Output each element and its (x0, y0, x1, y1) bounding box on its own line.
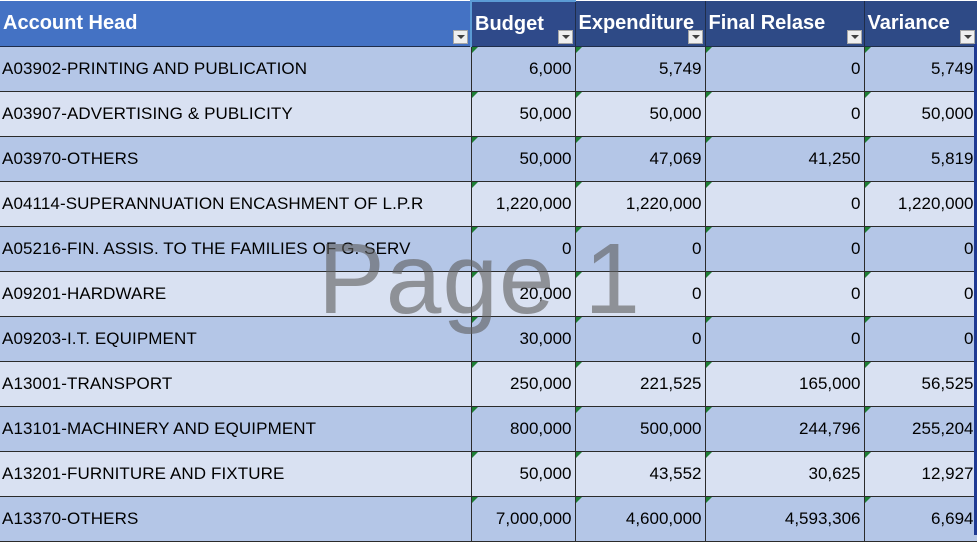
table-row: A13370-OTHERS 7,000,000 4,600,000 4,593,… (0, 496, 977, 542)
cell-final-release[interactable]: 0 (705, 46, 865, 92)
cell-expenditure[interactable]: 1,220,000 (575, 181, 706, 227)
header-account-head[interactable]: Account Head (0, 1, 472, 47)
cell-budget[interactable]: 7,000,000 (471, 496, 576, 542)
cell-expenditure[interactable]: 5,749 (575, 46, 706, 92)
table-row: A03970-OTHERS 50,000 47,069 41,250 5,819 (0, 136, 977, 182)
cell-variance[interactable]: 0 (864, 226, 977, 272)
cell-budget[interactable]: 30,000 (471, 316, 576, 362)
cell-budget[interactable]: 250,000 (471, 361, 576, 407)
cell-expenditure[interactable]: 221,525 (575, 361, 706, 407)
cell-account-head[interactable]: A04114-SUPERANNUATION ENCASHMENT OF L.P.… (0, 181, 472, 227)
cell-account-head[interactable]: A09201-HARDWARE (0, 271, 472, 317)
filter-dropdown-icon[interactable] (959, 30, 975, 44)
cell-expenditure[interactable]: 43,552 (575, 451, 706, 497)
filter-dropdown-icon[interactable] (687, 30, 703, 44)
cell-expenditure[interactable]: 50,000 (575, 91, 706, 137)
cell-final-release[interactable]: 0 (705, 271, 865, 317)
cell-budget[interactable]: 0 (471, 226, 576, 272)
cell-budget[interactable]: 50,000 (471, 136, 576, 182)
header-label: Budget (475, 12, 544, 35)
filter-dropdown-icon[interactable] (846, 30, 862, 44)
header-final-release[interactable]: Final Relase (705, 1, 865, 47)
cell-budget[interactable]: 800,000 (471, 406, 576, 452)
cell-budget[interactable]: 50,000 (471, 91, 576, 137)
cell-budget[interactable]: 1,220,000 (471, 181, 576, 227)
header-label: Variance (867, 12, 950, 34)
cell-expenditure[interactable]: 0 (575, 316, 706, 362)
cell-expenditure[interactable]: 0 (575, 226, 706, 272)
cell-budget[interactable]: 20,000 (471, 271, 576, 317)
header-variance[interactable]: Variance (864, 1, 977, 47)
cell-variance[interactable]: 56,525 (864, 361, 977, 407)
filter-dropdown-icon[interactable] (453, 30, 468, 44)
cell-final-release[interactable]: 4,593,306 (705, 496, 865, 542)
cell-final-release[interactable]: 30,625 (705, 451, 865, 497)
cell-account-head[interactable]: A09203-I.T. EQUIPMENT (0, 316, 472, 362)
table-row: A04114-SUPERANNUATION ENCASHMENT OF L.P.… (0, 181, 977, 227)
cell-final-release[interactable]: 41,250 (705, 136, 865, 182)
cell-expenditure[interactable]: 47,069 (575, 136, 706, 182)
cell-account-head[interactable]: A13201-FURNITURE AND FIXTURE (0, 451, 472, 497)
cell-variance[interactable]: 5,749 (864, 46, 977, 92)
cell-final-release[interactable]: 0 (705, 181, 865, 227)
cell-final-release[interactable]: 244,796 (705, 406, 865, 452)
header-label: Expenditure (578, 12, 695, 34)
cell-expenditure[interactable]: 4,600,000 (575, 496, 706, 542)
cell-final-release[interactable]: 0 (705, 226, 865, 272)
table-row: A09201-HARDWARE 20,000 0 0 0 (0, 271, 977, 317)
cell-variance[interactable]: 0 (864, 271, 977, 317)
table-row: A13201-FURNITURE AND FIXTURE 50,000 43,5… (0, 451, 977, 497)
filter-dropdown-icon[interactable] (557, 30, 573, 44)
table-row: A09203-I.T. EQUIPMENT 30,000 0 0 0 (0, 316, 977, 362)
cell-account-head[interactable]: A03970-OTHERS (0, 136, 472, 182)
table-row: A05216-FIN. ASSIS. TO THE FAMILIES OF G.… (0, 226, 977, 272)
cell-account-head[interactable]: A13001-TRANSPORT (0, 361, 472, 407)
cell-budget[interactable]: 6,000 (471, 46, 576, 92)
cell-account-head[interactable]: A03902-PRINTING AND PUBLICATION (0, 46, 472, 92)
cell-account-head[interactable]: A05216-FIN. ASSIS. TO THE FAMILIES OF G.… (0, 226, 472, 272)
header-label: Final Relase (708, 12, 826, 34)
header-budget[interactable]: Budget (470, 0, 576, 47)
cell-expenditure[interactable]: 0 (575, 271, 706, 317)
selection-edge (974, 44, 977, 535)
table-row: A13001-TRANSPORT 250,000 221,525 165,000… (0, 361, 977, 407)
cell-final-release[interactable]: 165,000 (705, 361, 865, 407)
cell-account-head[interactable]: A13370-OTHERS (0, 496, 472, 542)
header-row: Account Head Budget Expenditure Final Re… (0, 0, 977, 47)
table-row: A03907-ADVERTISING & PUBLICITY 50,000 50… (0, 91, 977, 137)
header-expenditure[interactable]: Expenditure (575, 1, 706, 47)
cell-account-head[interactable]: A03907-ADVERTISING & PUBLICITY (0, 91, 472, 137)
cell-account-head[interactable]: A13101-MACHINERY AND EQUIPMENT (0, 406, 472, 452)
cell-variance[interactable]: 5,819 (864, 136, 977, 182)
cell-variance[interactable]: 12,927 (864, 451, 977, 497)
cell-final-release[interactable]: 0 (705, 91, 865, 137)
cell-expenditure[interactable]: 500,000 (575, 406, 706, 452)
cell-final-release[interactable]: 0 (705, 316, 865, 362)
cell-budget[interactable]: 50,000 (471, 451, 576, 497)
cell-variance[interactable]: 50,000 (864, 91, 977, 137)
cell-variance[interactable]: 0 (864, 316, 977, 362)
table-row: A03902-PRINTING AND PUBLICATION 6,000 5,… (0, 46, 977, 92)
table-row: A13101-MACHINERY AND EQUIPMENT 800,000 5… (0, 406, 977, 452)
header-label: Account Head (3, 12, 138, 34)
cell-variance[interactable]: 1,220,000 (864, 181, 977, 227)
cell-variance[interactable]: 255,204 (864, 406, 977, 452)
